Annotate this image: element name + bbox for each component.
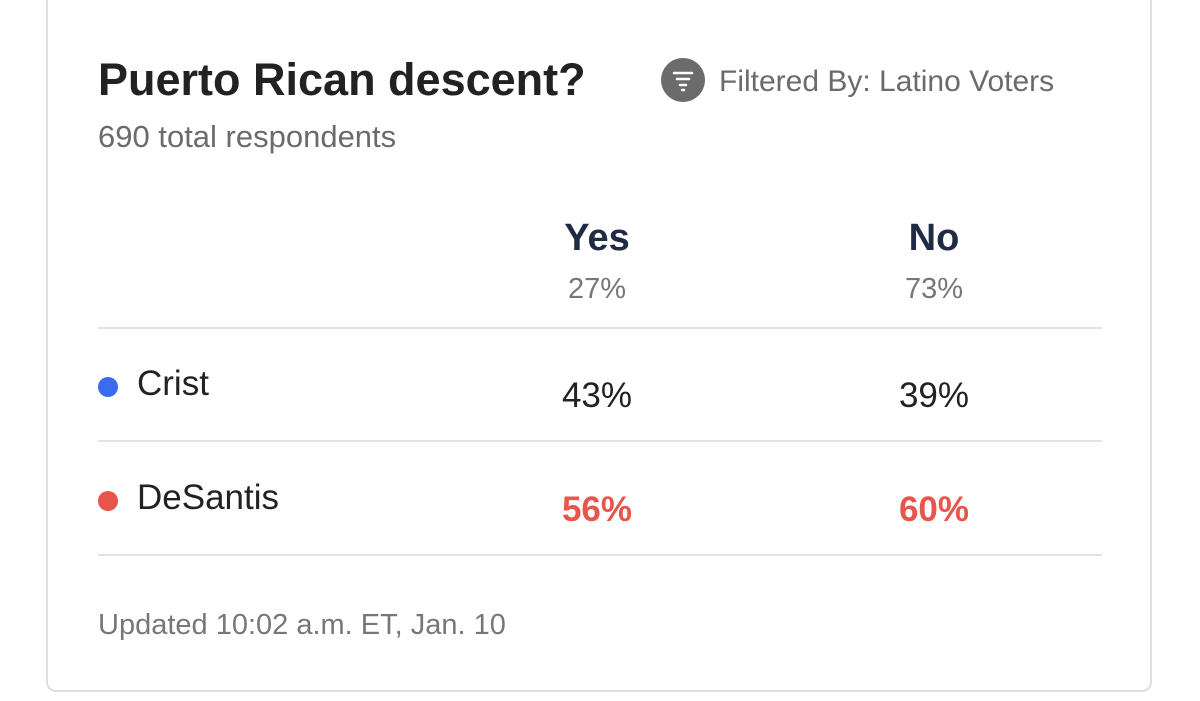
cell-value: 43%	[561, 376, 633, 415]
title: Puerto Rican descent?	[98, 54, 586, 105]
cell-value: 39%	[898, 376, 970, 415]
divider	[98, 327, 1102, 329]
legend-dot	[98, 377, 118, 397]
cell-value: 56%	[561, 490, 633, 529]
column-label: Yes	[564, 217, 630, 259]
column-share: 27%	[567, 273, 627, 305]
divider	[98, 440, 1102, 442]
cell-value: 60%	[898, 490, 970, 529]
filter-glyph	[672, 71, 694, 92]
candidate-name: Crist	[137, 364, 209, 403]
column-share: 73%	[904, 273, 964, 305]
filter-icon[interactable]	[661, 58, 705, 102]
divider	[98, 554, 1102, 556]
poll-card	[46, 0, 1152, 692]
filter-label: Filtered By: Latino Voters	[719, 65, 1055, 98]
updated: Updated 10:02 a.m. ET, Jan. 10	[98, 609, 506, 641]
respondents: 690 total respondents	[98, 119, 397, 154]
column-label: No	[908, 217, 960, 259]
candidate-name: DeSantis	[137, 478, 280, 517]
legend-dot	[98, 491, 118, 511]
